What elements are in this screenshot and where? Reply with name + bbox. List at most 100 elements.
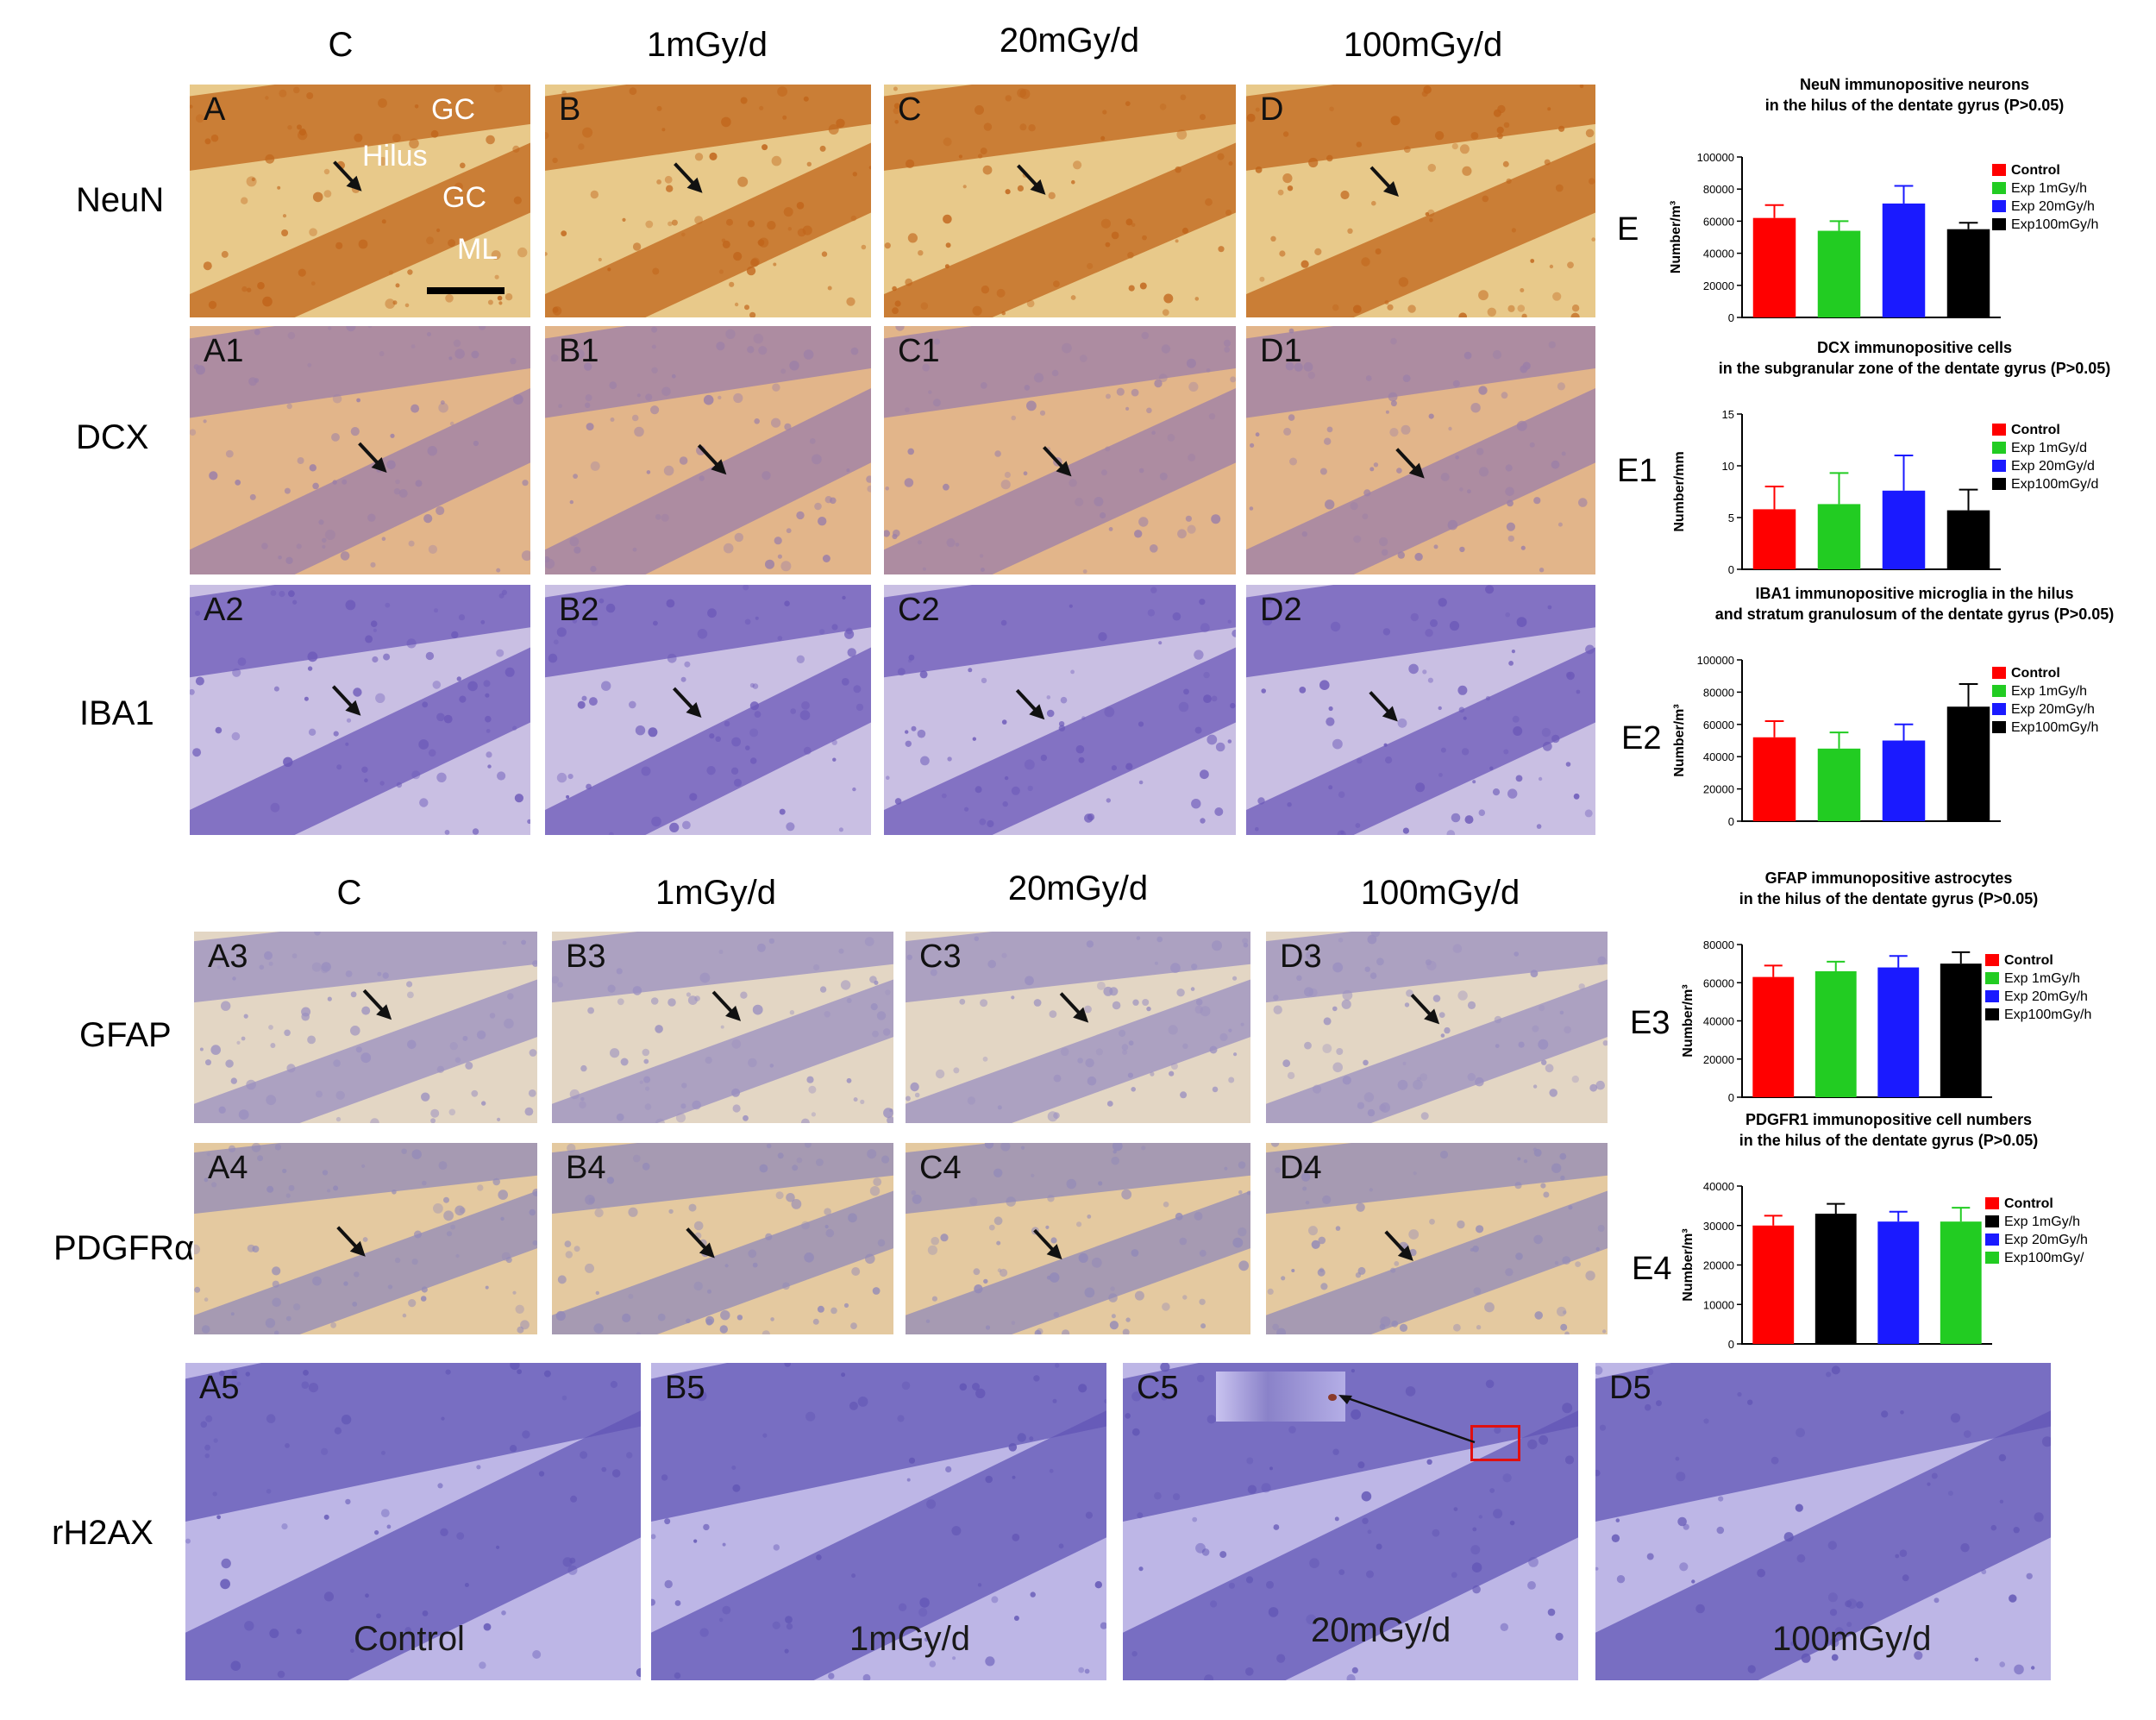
y-tick-label: 5 [1728, 512, 1734, 524]
legend-label: Exp100mGy/h [2004, 1008, 2091, 1022]
rh2ax-caption-100mgy: 100mGy/d [1772, 1620, 1932, 1658]
panel-label: A3 [208, 938, 248, 975]
bar-3 [1946, 706, 1990, 821]
y-tick-label: 20000 [1703, 1259, 1734, 1272]
y-tick-label: 0 [1728, 563, 1734, 576]
y-tick-label: 60000 [1703, 215, 1734, 228]
legend-label: Control [2011, 423, 2060, 437]
c5-inset-dot [1328, 1394, 1337, 1401]
y-tick-label: 100000 [1697, 151, 1734, 164]
legend-label: Exp 1mGy/h [2011, 684, 2087, 699]
y-axis-label: Number/m³ [1681, 984, 1695, 1057]
panel-label: B [559, 91, 581, 128]
micrograph-rh2ax-3: D5 [1595, 1363, 2051, 1680]
legend-label: Exp 1mGy/h [2011, 181, 2087, 196]
legend-swatch [1992, 218, 2006, 230]
chart-title-line: NeuN immunopositive neurons [1800, 78, 2029, 93]
bar-2 [1882, 490, 1926, 569]
micrograph-gfap-2: C3 [906, 932, 1250, 1123]
rh2ax-caption-1mgy: 1mGy/d [849, 1620, 971, 1658]
legend-label: Exp 20mGy/h [2004, 1233, 2088, 1247]
chart-title-line: and stratum granulosum of the dentate gy… [1715, 606, 2115, 623]
bar-0 [1752, 737, 1796, 821]
y-tick-label: 40000 [1703, 1015, 1734, 1028]
legend-swatch [1992, 200, 2006, 212]
y-tick-label: 0 [1728, 311, 1734, 324]
bar-0 [1752, 217, 1796, 317]
chart-title-line: IBA1 immunopositive microglia in the hil… [1755, 587, 2073, 602]
bar-1 [1814, 1214, 1857, 1344]
panel-label: D1 [1260, 333, 1302, 369]
c5-inset [1216, 1372, 1345, 1422]
chart-dcx: DCX immunopositive cells in the subgranul… [1664, 341, 2147, 582]
y-axis-label: Number/m³ [1669, 201, 1683, 273]
chart-svg-E3: GFAP immunopositive astrocytes in the hil… [1681, 871, 2091, 1104]
legend-swatch [1985, 1215, 1999, 1227]
micrograph-neun-3: D [1246, 85, 1595, 317]
legend-swatch [1985, 1008, 1999, 1020]
bar-2 [1882, 740, 1926, 821]
micrograph-gfap-0: A3 [194, 932, 537, 1123]
chart-title-line: in the subgranular zone of the dentate g… [1719, 360, 2111, 377]
y-tick-label: 40000 [1703, 750, 1734, 763]
micrograph-pdgfr-0: A4 [194, 1143, 537, 1334]
legend-swatch [1992, 703, 2006, 715]
y-tick-label: 80000 [1703, 686, 1734, 699]
bar-1 [1817, 748, 1861, 821]
y-tick-label: 20000 [1703, 279, 1734, 292]
column-header-1mgy: 1mGy/d [646, 26, 768, 64]
legend-label: Control [2004, 1196, 2053, 1211]
chart-label-e3: E3 [1630, 1005, 1670, 1041]
micrograph-iba1-0: A2 [190, 585, 530, 835]
legend-swatch [1985, 972, 1999, 984]
micrograph-dcx-0: A1 [190, 326, 530, 574]
row-label-gfap: GFAP [79, 1016, 172, 1054]
y-tick-label: 80000 [1703, 183, 1734, 196]
legend-swatch [1985, 1252, 1999, 1264]
y-tick-label: 60000 [1703, 719, 1734, 731]
micrograph-dcx-1: B1 [545, 326, 871, 574]
legend-swatch [1992, 424, 2006, 436]
micrograph-dcx-3: D1 [1246, 326, 1595, 574]
chart-label-e: E [1617, 211, 1639, 248]
annotation-ml: ML [457, 233, 498, 266]
legend-label: Exp 20mGy/h [2011, 702, 2095, 717]
column-header-100mgy: 100mGy/d [1343, 26, 1503, 64]
micrograph-neun-2: C [884, 85, 1236, 317]
c5-zoom-arrow [1338, 1395, 1476, 1444]
bar-3 [1946, 229, 1990, 317]
legend-label: Exp100mGy/h [2011, 217, 2098, 232]
panel-label: C5 [1137, 1370, 1179, 1406]
legend-swatch [1985, 990, 1999, 1002]
chart-iba1: IBA1 immunopositive microglia in the hil… [1664, 587, 2147, 837]
column-header-20mgy-2: 20mGy/d [1007, 869, 1149, 907]
chart-gfap: GFAP immunopositive astrocytes in the hil… [1673, 871, 2139, 1113]
chart-svg-E2: IBA1 immunopositive microglia in the hil… [1672, 587, 2115, 828]
bar-2 [1877, 967, 1920, 1097]
chart-title-line: GFAP immunopositive astrocytes [1765, 871, 2013, 887]
legend-swatch [1992, 182, 2006, 194]
panel-label: B1 [559, 333, 599, 369]
row-label-rh2ax: rH2AX [52, 1514, 154, 1552]
panel-label: C1 [898, 333, 940, 369]
panel-label: C [898, 91, 922, 128]
bar-3 [1940, 964, 1982, 1097]
row-label-iba1: IBA1 [79, 694, 154, 732]
legend-swatch [1992, 685, 2006, 697]
micrograph-pdgfr-2: C4 [906, 1143, 1250, 1334]
c5-zoom-box [1470, 1425, 1520, 1461]
bar-3 [1940, 1221, 1982, 1344]
panel-label: D5 [1609, 1370, 1651, 1406]
y-tick-label: 80000 [1703, 938, 1734, 951]
y-tick-label: 20000 [1703, 1053, 1734, 1066]
panel-label: C2 [898, 592, 940, 628]
chart-pdgfr: PDGFR1 immunopositive cell numbers in the… [1673, 1113, 2139, 1363]
legend-swatch [1985, 954, 1999, 966]
legend-label: Exp 1mGy/h [2004, 1215, 2080, 1229]
bar-0 [1752, 976, 1795, 1097]
panel-label: A1 [204, 333, 244, 369]
bar-3 [1946, 510, 1990, 569]
rh2ax-caption-20mgy: 20mGy/d [1311, 1611, 1451, 1649]
micrograph-iba1-1: B2 [545, 585, 871, 835]
legend-swatch [1985, 1234, 1999, 1246]
